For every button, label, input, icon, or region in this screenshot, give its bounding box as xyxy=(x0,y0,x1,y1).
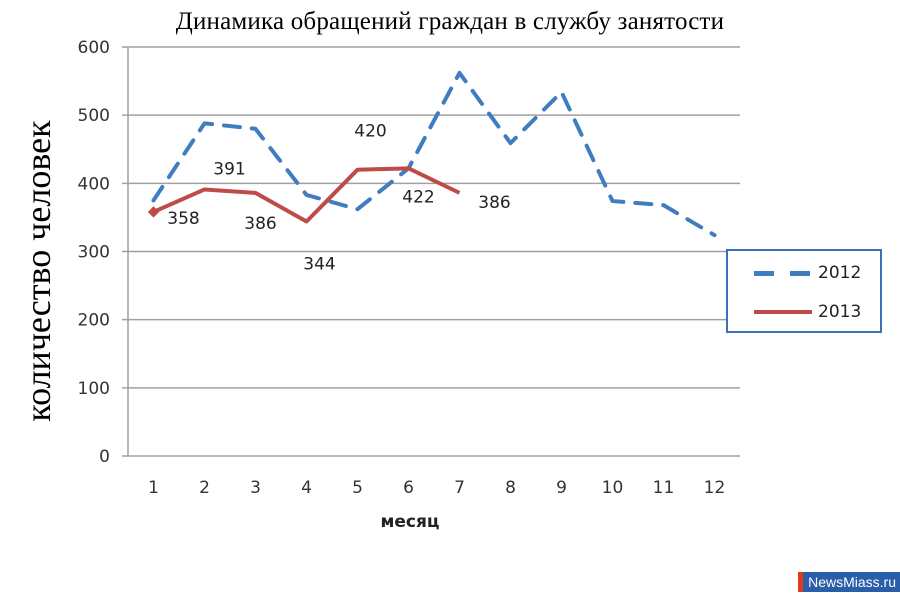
series-2012 xyxy=(151,70,717,238)
legend-label: 2012 xyxy=(818,263,862,283)
y-tick-label: 200 xyxy=(78,311,110,331)
x-tick-label: 5 xyxy=(352,478,363,498)
y-tick-label: 500 xyxy=(78,106,110,126)
x-tick-label: 8 xyxy=(505,478,516,498)
data-label: 344 xyxy=(303,255,335,275)
y-tick-label: 0 xyxy=(99,447,110,467)
series-lines xyxy=(147,70,717,238)
watermark-logo: NewsMiass.ru xyxy=(798,572,900,592)
y-tick-label: 600 xyxy=(78,38,110,58)
x-tick-label: 3 xyxy=(250,478,261,498)
solid-line-swatch-icon xyxy=(754,310,812,314)
data-label: 358 xyxy=(167,209,199,229)
watermark-text: NewsMiass.ru xyxy=(803,572,900,592)
x-tick-label: 4 xyxy=(301,478,312,498)
point-marker-icon xyxy=(147,206,160,218)
y-tick-label: 400 xyxy=(78,174,110,194)
x-tick-label: 10 xyxy=(602,478,624,498)
x-tick-label: 7 xyxy=(454,478,465,498)
gridlines xyxy=(122,46,740,457)
x-tick-label: 11 xyxy=(653,478,675,498)
data-labels: 358 391 386 344 420 422 386 xyxy=(167,122,510,275)
chart-title: Динамика обращений граждан в службу заня… xyxy=(175,8,725,35)
y-axis-ticks: 0 100 200 300 400 500 600 xyxy=(78,38,110,467)
x-axis-label: месяц xyxy=(380,512,440,532)
x-axis-ticks: 1 2 3 4 5 6 7 8 9 10 11 12 xyxy=(148,478,725,498)
data-label: 391 xyxy=(213,159,245,179)
y-tick-label: 100 xyxy=(78,379,110,399)
y-tick-label: 300 xyxy=(78,243,110,263)
x-tick-label: 12 xyxy=(704,478,726,498)
legend-item-2012: 2012 xyxy=(754,263,861,283)
data-label: 420 xyxy=(354,122,386,142)
watermark-accent xyxy=(798,572,804,592)
series-2013 xyxy=(152,166,461,224)
x-tick-label: 6 xyxy=(403,478,414,498)
x-tick-label: 9 xyxy=(556,478,567,498)
data-label: 386 xyxy=(244,214,276,234)
dashed-line-swatch-icon xyxy=(754,270,812,276)
legend: 2012 2013 xyxy=(726,249,882,333)
x-tick-label: 1 xyxy=(148,478,159,498)
x-tick-label: 2 xyxy=(199,478,210,498)
legend-item-2013: 2013 xyxy=(754,302,861,322)
data-label: 386 xyxy=(478,193,510,213)
legend-label: 2013 xyxy=(818,302,862,322)
data-label: 422 xyxy=(402,187,434,207)
